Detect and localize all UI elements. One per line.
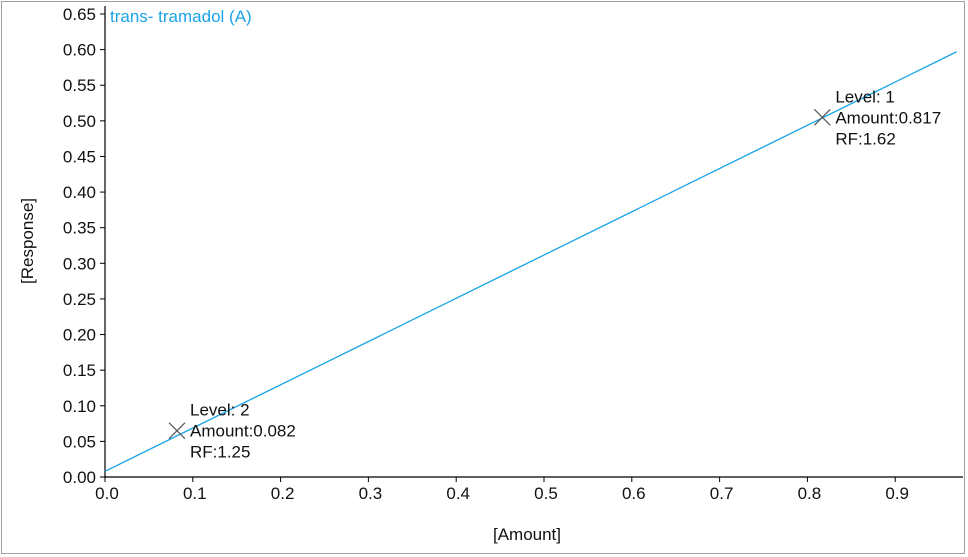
x-tick-label: 0.6 — [622, 484, 646, 503]
y-tick-label: 0.55 — [63, 76, 96, 95]
point-label: RF:1.25 — [190, 443, 250, 462]
x-tick-label: 0.1 — [183, 484, 207, 503]
x-tick-label: 0.3 — [359, 484, 383, 503]
y-tick-label: 0.35 — [63, 219, 96, 238]
x-axis-title: [Amount] — [493, 525, 561, 544]
y-tick-label: 0.40 — [63, 183, 96, 202]
chart-title: trans- tramadol (A) — [110, 7, 252, 26]
x-tick-label: 0.4 — [446, 484, 470, 503]
y-tick-label: 0.30 — [63, 254, 96, 273]
y-tick-label: 0.10 — [63, 397, 96, 416]
y-tick-label: 0.20 — [63, 326, 96, 345]
y-tick-label: 0.50 — [63, 112, 96, 131]
x-tick-label: 0.9 — [885, 484, 909, 503]
point-label: Level: 2 — [190, 401, 250, 420]
y-tick-label: 0.25 — [63, 290, 96, 309]
y-axis-title: [Response] — [18, 198, 37, 284]
x-tick-label: 0.2 — [271, 484, 295, 503]
point-marker-stroke — [813, 108, 831, 126]
x-tick-label: 0.8 — [798, 484, 822, 503]
point-label: RF:1.62 — [835, 129, 895, 148]
calibration-point: Level: 2 Amount:0.082 RF:1.25 — [168, 401, 296, 462]
x-tick-label: 0.5 — [534, 484, 558, 503]
point-label: Amount:0.082 — [190, 422, 296, 441]
x-tick-label: 0.7 — [710, 484, 734, 503]
y-tick-label: 0.15 — [63, 361, 96, 380]
y-tick-label: 0.45 — [63, 147, 96, 166]
y-tick-label: 0.00 — [63, 468, 96, 487]
point-marker-stroke — [168, 422, 186, 440]
y-tick-label: 0.65 — [63, 5, 96, 24]
calibration-point: Level: 1 Amount:0.817 RF:1.62 — [813, 87, 941, 148]
point-label: Level: 1 — [835, 87, 895, 106]
y-tick-label: 0.05 — [63, 432, 96, 451]
y-tick-label: 0.60 — [63, 41, 96, 60]
x-tick-label: 0.0 — [95, 484, 119, 503]
calibration-fit-line — [104, 51, 957, 472]
point-label: Amount:0.817 — [835, 108, 941, 127]
